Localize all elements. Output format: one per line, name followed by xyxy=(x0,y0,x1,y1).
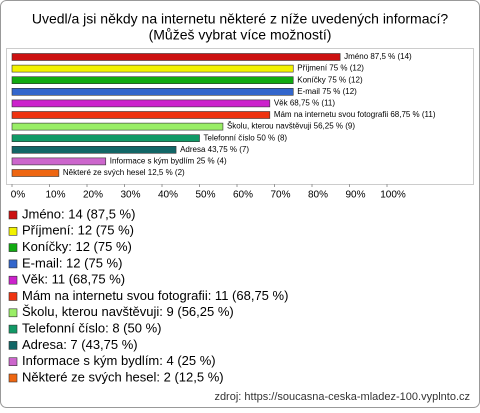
legend-swatch xyxy=(8,275,18,285)
legend-entry: Mám na internetu svou fotografii: 11 (68… xyxy=(22,288,288,303)
bar-label: E-mail 75 % (12) xyxy=(297,87,357,96)
legend-swatch xyxy=(8,292,18,301)
legend-entry: E-mail: 12 (75 %) xyxy=(22,255,122,270)
x-tick-label: 20% xyxy=(83,190,103,201)
x-tick-label: 60% xyxy=(233,190,253,201)
bar-label: Telefonní číslo 50 % (8) xyxy=(204,133,288,142)
bar xyxy=(11,134,200,142)
bar xyxy=(11,157,107,166)
bar xyxy=(11,146,177,154)
bar xyxy=(11,169,60,177)
legend-swatch xyxy=(8,341,18,350)
legend-entry: Koníčky: 12 (75 %) xyxy=(22,239,132,254)
bar-label: Koníčky 75 % (12) xyxy=(297,75,363,84)
legend-swatch xyxy=(8,373,18,383)
bar-label: Informace s kým bydlím 25 % (4) xyxy=(110,157,227,166)
legend-swatch xyxy=(8,243,18,252)
legend-entry: Jméno: 14 (87,5 %) xyxy=(22,206,135,221)
x-tick-label: 40% xyxy=(158,190,178,201)
bar xyxy=(11,99,271,108)
bar-label: Jméno 87,5 % (14) xyxy=(344,52,412,61)
chart-title: Uvedl/a jsi někdy na internetu některé z… xyxy=(32,11,449,27)
x-tick-label: 10% xyxy=(45,190,65,201)
bar xyxy=(11,122,224,131)
bar xyxy=(11,111,271,119)
bar-label: Některé ze svých hesel 12,5 % (2) xyxy=(63,168,185,177)
x-tick-label: 30% xyxy=(120,190,140,201)
legend-swatch xyxy=(8,210,18,220)
legend-swatch xyxy=(8,357,18,367)
x-tick-label: 80% xyxy=(308,190,328,201)
bar xyxy=(11,88,294,96)
bar-label: Příjmení 75 % (12) xyxy=(297,64,364,73)
legend-swatch xyxy=(8,259,18,269)
legend-entry: Příjmení: 12 (75 %) xyxy=(22,223,134,238)
bar xyxy=(11,53,341,61)
legend-entry: Adresa: 7 (43,75 %) xyxy=(22,337,138,352)
bar-label: Věk 68,75 % (11) xyxy=(274,99,336,108)
legend-entry: Telefonní číslo: 8 (50 %) xyxy=(22,321,161,336)
x-tick-label: 50% xyxy=(195,190,215,201)
legend-entry: Věk: 11 (68,75 %) xyxy=(22,272,125,287)
bar-label: Školu, kterou navštěvuji 56,25 % (9) xyxy=(227,122,355,131)
legend-entry: Školu, kterou navštěvuji: 9 (56,25 %) xyxy=(22,304,234,319)
bar-label: Mám na internetu svou fotografii 68,75 %… xyxy=(274,110,436,119)
legend-swatch xyxy=(8,227,18,236)
legend-entry: Některé ze svých hesel: 2 (12,5 %) xyxy=(22,369,224,384)
x-tick-label: 100% xyxy=(380,190,406,201)
bar xyxy=(11,64,294,73)
bar-label: Adresa 43,75 % (7) xyxy=(180,145,249,154)
legend-swatch xyxy=(8,308,18,318)
chart-subtitle: (Můžeš vybrat více možností) xyxy=(149,27,332,43)
legend-entry: Informace s kým bydlím: 4 (25 %) xyxy=(22,353,216,368)
x-tick-label: 90% xyxy=(345,190,365,201)
plot-area xyxy=(6,48,474,185)
x-tick-label: 70% xyxy=(270,190,290,201)
bar xyxy=(11,76,294,84)
legend-swatch xyxy=(8,324,18,334)
x-tick-label: 0% xyxy=(11,190,26,201)
source: zdroj: https://soucasna-ceska-mladez-100… xyxy=(214,391,470,403)
